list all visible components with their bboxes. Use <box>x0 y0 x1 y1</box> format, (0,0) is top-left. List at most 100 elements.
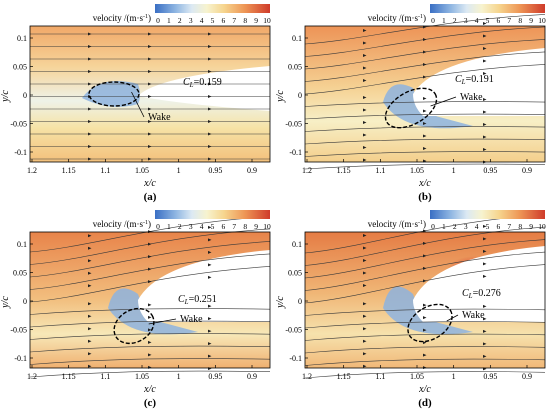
x-tick-label: 0.95 <box>483 372 497 381</box>
streamline-arrow <box>423 303 427 307</box>
x-tick-label: 0.9 <box>247 372 257 381</box>
streamline-arrow <box>88 352 92 356</box>
streamline-arrow <box>363 233 367 237</box>
x-tick-label: 0.9 <box>522 166 532 175</box>
wake-pointer <box>430 96 457 107</box>
streamline <box>304 251 546 291</box>
streamline-arrow <box>423 328 427 332</box>
plot-frame <box>304 231 546 369</box>
colorbar-tick-label: 4 <box>475 222 479 231</box>
x-axis-label: x/c <box>418 178 431 189</box>
wake-pointer <box>148 318 177 325</box>
x-tick-label: 0.9 <box>522 372 532 381</box>
streamline-arrow <box>148 120 152 123</box>
streamline-arrow <box>88 57 92 61</box>
streamline <box>304 346 546 354</box>
streamline-arrow <box>363 29 367 32</box>
streamline-arrow <box>423 122 427 125</box>
streamline-arrow <box>363 79 367 82</box>
colorbar-title: velocity /(m·s-1) <box>368 13 426 23</box>
streamline-arrow <box>363 327 367 331</box>
streamline <box>304 264 546 304</box>
y-axis-label: y/c <box>275 90 286 103</box>
streamline-arrow <box>483 342 487 346</box>
colorbar-tick-label: 8 <box>243 222 247 231</box>
x-tick-label: 1.1 <box>375 372 385 381</box>
wake-ellipse <box>407 303 453 343</box>
x-tick-label: 1.2 <box>302 166 312 175</box>
colorbar-tick-label: 7 <box>507 16 511 25</box>
y-tick-label: -0.1 <box>14 148 27 157</box>
y-axis-label: y/c <box>0 90 11 103</box>
colorbar-tick-label: 3 <box>464 222 468 231</box>
x-tick-label: 0.9 <box>247 166 257 175</box>
streamline-arrow <box>148 255 152 259</box>
y-tick-label: -0.05 <box>285 326 302 335</box>
streamline-arrow <box>483 329 487 333</box>
streamline-arrow <box>148 328 152 332</box>
streamline-arrow <box>363 108 367 112</box>
colorbar-tick-label: 4 <box>200 222 204 231</box>
streamline-arrow <box>363 314 367 318</box>
streamline-arrow <box>483 249 487 253</box>
x-tick-label: 0.95 <box>208 166 222 175</box>
streamline-arrow <box>483 135 487 139</box>
streamline <box>29 320 271 328</box>
wake-region <box>383 84 473 129</box>
colorbar-tick-label: 6 <box>497 16 501 25</box>
lift-coefficient-label: CL=0.159 <box>183 77 222 89</box>
colorbar-tick-label: 1 <box>442 222 446 231</box>
colorbar-tick-label: 7 <box>507 222 511 231</box>
streamline-arrow <box>148 267 152 271</box>
colorbar-tick-label: 5 <box>486 16 490 25</box>
y-tick-label: 0.1 <box>292 34 302 43</box>
streamline-arrow <box>423 353 427 357</box>
y-tick-label: 0 <box>298 297 302 306</box>
x-tick-label: 1.15 <box>337 166 351 175</box>
streamline-arrow <box>423 341 427 345</box>
colorbar-tick-label: 10 <box>263 222 271 231</box>
colorbar-tick-label: 9 <box>254 222 258 231</box>
streamline <box>29 370 271 378</box>
colorbar-tick-label: 8 <box>243 16 247 25</box>
panel-label: (a) <box>144 191 157 203</box>
streamline <box>29 216 271 253</box>
y-tick-label: 0.1 <box>17 240 27 249</box>
colorbar-tick-label: 2 <box>178 222 182 231</box>
airfoil-body <box>138 250 270 322</box>
y-tick-label: -0.05 <box>285 120 302 129</box>
streamline-arrow <box>88 339 92 343</box>
streamline-arrow <box>363 246 367 250</box>
x-tick-label: 1 <box>177 372 181 381</box>
streamline-arrow <box>363 146 367 149</box>
colorbar-tick-label: 2 <box>453 222 457 231</box>
streamline-arrow <box>88 271 92 275</box>
streamline <box>29 266 271 303</box>
streamline-arrow <box>423 38 427 41</box>
streamline <box>304 308 546 316</box>
x-tick-label: 1.2 <box>302 372 312 381</box>
streamline-arrow <box>88 259 92 263</box>
x-tick-label: 1.2 <box>27 372 37 381</box>
y-tick-label: 0 <box>23 297 27 306</box>
streamline-arrow <box>148 303 152 307</box>
colorbar <box>430 4 545 13</box>
streamline-arrow <box>208 95 212 98</box>
colorbar-tick-label: 6 <box>222 222 226 231</box>
wake-pointer <box>446 314 459 322</box>
colorbar-tick-label: 1 <box>167 222 171 231</box>
colorbar-tick-label: 10 <box>538 222 546 231</box>
colorbar-tick-label: 3 <box>464 16 468 25</box>
colorbar-tick-label: 2 <box>178 16 182 25</box>
streamline <box>29 333 271 340</box>
streamline <box>29 345 271 353</box>
plot-frame <box>29 25 271 163</box>
streamline-arrow <box>423 63 427 66</box>
streamline-arrow <box>208 317 212 321</box>
y-tick-label: 0.05 <box>288 269 302 278</box>
streamline-arrow <box>148 315 152 319</box>
streamline-arrow <box>208 225 212 229</box>
streamline-arrow <box>483 304 487 308</box>
